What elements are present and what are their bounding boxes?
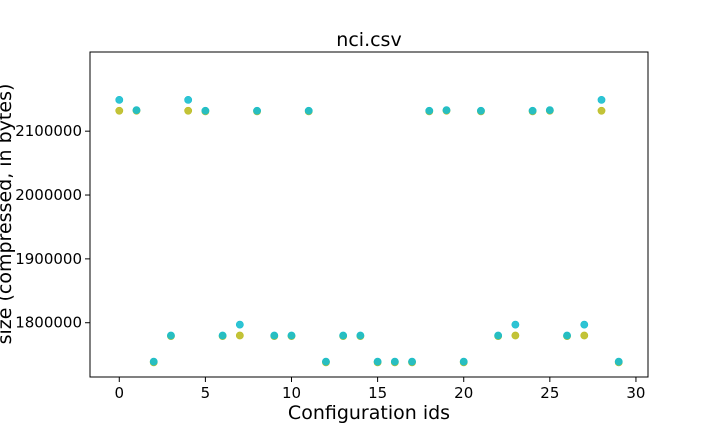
data-points xyxy=(115,95,623,367)
y-axis-label: size (compressed, in bytes) xyxy=(0,84,16,345)
data-point-series-2 xyxy=(494,331,503,340)
data-point-series-2 xyxy=(580,320,589,329)
data-point-series-2 xyxy=(235,320,244,329)
y-tick-label: 2100000 xyxy=(15,122,82,140)
y-tick-label: 1900000 xyxy=(15,250,82,268)
data-point-series-2 xyxy=(339,331,348,340)
data-point-series-2 xyxy=(115,95,124,104)
x-tick-label: 5 xyxy=(201,384,211,402)
data-point-series-2 xyxy=(408,357,416,366)
data-point-series-2 xyxy=(253,106,261,115)
data-point-series-2 xyxy=(614,357,623,366)
data-point-series-2 xyxy=(528,106,537,115)
data-point-series-1 xyxy=(184,106,193,115)
data-point-series-2 xyxy=(356,331,365,340)
y-tick-label: 1800000 xyxy=(15,314,82,332)
data-point-series-1 xyxy=(235,331,244,340)
data-point-series-2 xyxy=(167,331,175,340)
data-point-series-1 xyxy=(115,106,124,115)
data-point-series-2 xyxy=(459,357,468,366)
data-point-series-2 xyxy=(563,331,571,340)
data-point-series-2 xyxy=(270,331,279,340)
x-tick-label: 25 xyxy=(540,384,559,402)
plot-frame xyxy=(89,51,649,378)
data-point-series-1 xyxy=(580,331,589,340)
data-point-series-2 xyxy=(322,357,330,366)
data-point-series-2 xyxy=(442,106,451,115)
x-tick-label: 20 xyxy=(454,384,473,402)
data-point-series-2 xyxy=(184,95,193,104)
data-point-series-1 xyxy=(597,106,606,115)
x-axis-label: Configuration ids xyxy=(288,402,450,424)
data-point-series-2 xyxy=(304,106,313,115)
data-point-series-2 xyxy=(597,95,606,104)
data-point-series-2 xyxy=(425,106,434,115)
data-point-series-2 xyxy=(545,106,554,115)
data-point-series-2 xyxy=(287,331,296,340)
data-point-series-2 xyxy=(132,106,141,115)
data-point-series-2 xyxy=(390,357,399,366)
data-point-series-1 xyxy=(511,331,520,340)
chart-title: nci.csv xyxy=(336,29,401,51)
x-tick-label: 0 xyxy=(115,384,125,402)
data-point-series-2 xyxy=(201,106,210,115)
x-tick-label: 10 xyxy=(282,384,301,402)
data-point-series-2 xyxy=(149,357,158,366)
data-point-series-2 xyxy=(511,320,520,329)
y-axis-ticks: 1800000 1900000 2000000 2100000 xyxy=(15,122,90,332)
x-tick-label: 15 xyxy=(368,384,387,402)
x-axis-ticks: 0 5 10 15 20 25 30 xyxy=(115,377,645,402)
data-point-series-2 xyxy=(373,357,382,366)
data-point-series-2 xyxy=(218,331,227,340)
data-point-series-2 xyxy=(477,106,485,115)
y-tick-label: 2000000 xyxy=(15,186,82,204)
x-tick-label: 30 xyxy=(626,384,645,402)
